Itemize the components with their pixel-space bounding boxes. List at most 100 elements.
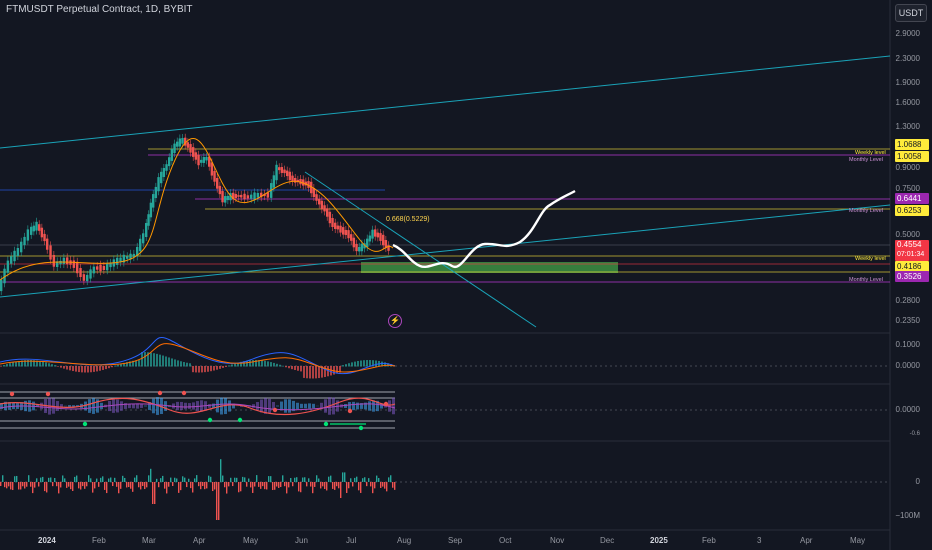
volume-bar [46,482,48,493]
macd-histogram-bar [9,363,11,367]
volume-bar [184,477,186,482]
candle-body [237,195,240,197]
macd-histogram-bar [15,361,17,367]
candle-body [189,144,192,153]
candle-body [139,238,142,252]
volume-bar [196,475,198,482]
candle-body [275,164,278,181]
macd-histogram-bar [72,366,74,372]
volume-bar [304,477,306,482]
signal-dot [181,390,187,396]
volume-bar [326,482,328,491]
volume-bar [366,482,368,487]
candle-body [194,152,198,160]
volume-bar [322,482,324,487]
volume-bar [12,482,14,491]
candle-body [315,194,318,201]
volume-bar [150,468,152,482]
osc-wave [272,401,275,411]
macd-histogram-bar [306,366,308,379]
volume-bar [188,478,190,482]
volume-bar [120,482,122,489]
volume-bar [28,475,30,482]
currency-button[interactable]: USDT [895,4,927,22]
osc-wave [332,397,335,415]
macd-histogram-bar [93,366,95,372]
volume-bar [316,475,318,482]
candle-body [79,268,82,277]
signal-dot [45,391,51,397]
macd-histogram-bar [351,362,353,367]
volume-bar [234,477,236,482]
volume-bar [258,482,260,487]
candle-body [181,138,184,144]
monthly-low-tag: 0.3526 [895,271,929,282]
macd-histogram-bar [300,366,302,372]
candle-body [49,245,52,260]
macd-histogram-bar [294,366,296,371]
macd-histogram-bar [303,366,305,378]
volume-bar [328,476,330,482]
osc-wave [180,401,183,411]
osc-wave [160,397,163,415]
macd-histogram-bar [12,362,14,367]
candle-body [384,240,388,248]
macd-histogram-bar [216,366,218,370]
candle-body [173,143,176,154]
volume-bar [210,476,212,482]
candle-body [3,268,6,284]
volume-bar [330,475,332,482]
volume-bar [334,482,336,490]
bolt-icon[interactable]: ⚡ [388,314,402,328]
candle-body [145,223,148,237]
osc-wave [268,398,271,414]
volume-bar [124,477,126,482]
osc-wave [120,401,123,411]
downtrend-line [304,171,537,328]
volume-bar [176,478,178,482]
macd-histogram-bar [198,366,200,373]
candle-body [35,221,38,231]
volume-bar [102,476,104,482]
candle-body [218,185,222,195]
candle-body [109,262,112,268]
osc-wave [148,402,151,410]
candle-body [229,193,232,201]
candle-body [323,205,326,212]
osc-wave [276,405,279,407]
volume-bar [338,482,340,489]
volume-bar [178,482,180,493]
signal-dot [347,408,353,414]
osc-wave [368,401,371,411]
volume-bar [56,482,58,487]
volume-bar [388,477,390,482]
macd-histogram-bar [30,360,32,367]
volume-bar [158,482,160,488]
macd-histogram-bar [159,354,161,367]
volume-bar [82,482,84,487]
volume-bar [246,482,248,487]
volume-bar [198,482,200,487]
candle-body [200,159,203,163]
volume-bar [370,482,372,487]
osc-wave [284,399,287,413]
candle-body [76,261,79,274]
volume-bar [312,482,314,494]
macd-histogram-bar [255,360,257,367]
volume-bar [156,478,158,482]
macd-histogram-bar [297,366,299,371]
macd-histogram-bar [177,360,179,367]
candle-body [116,257,119,265]
candle-body [6,260,10,273]
price-tick: 0.9000 [895,163,920,172]
macd-histogram-bar [117,364,119,367]
candle-body [89,269,92,279]
volume-bar [24,482,26,489]
weekly-level-label: Weekly level [855,256,886,262]
candle-body [96,266,99,270]
osc-wave [320,402,323,410]
macd-histogram-bar [168,357,170,367]
macd-histogram-bar [318,366,320,379]
osc-wave [280,401,283,411]
